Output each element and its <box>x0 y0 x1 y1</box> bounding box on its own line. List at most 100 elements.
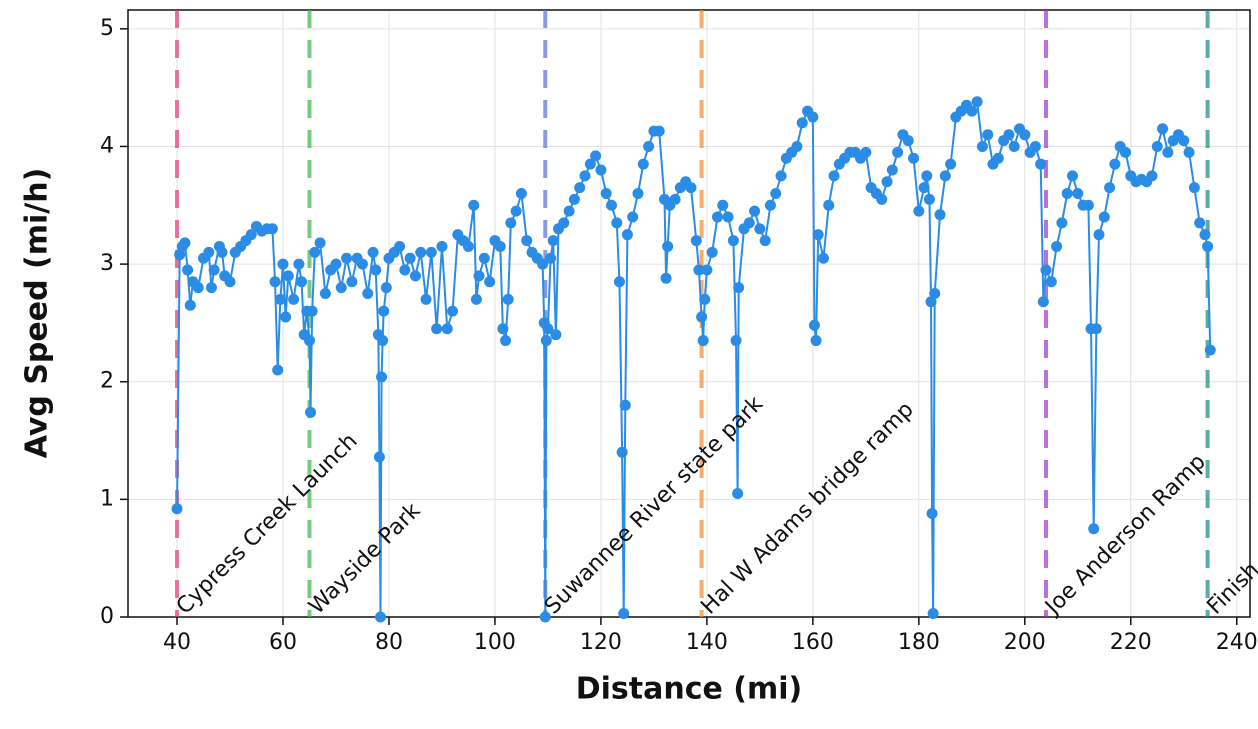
data-point <box>192 282 204 294</box>
data-point <box>303 335 315 347</box>
data-point <box>992 152 1004 164</box>
data-point <box>293 258 305 270</box>
data-point <box>669 193 681 205</box>
data-point <box>1088 523 1100 535</box>
data-point <box>808 319 820 331</box>
data-point <box>966 105 978 117</box>
data-point <box>224 276 236 288</box>
data-point <box>272 364 284 376</box>
data-point <box>637 158 649 170</box>
data-point <box>823 199 835 211</box>
data-point <box>441 323 453 335</box>
x-tick-label: 160 <box>792 630 834 655</box>
data-point <box>1204 344 1216 356</box>
data-point <box>828 170 840 182</box>
data-point <box>696 311 708 323</box>
data-point <box>616 446 628 458</box>
data-point <box>510 205 522 217</box>
data-point <box>282 270 294 282</box>
data-point <box>595 164 607 176</box>
data-point <box>1019 129 1031 141</box>
data-point <box>280 311 292 323</box>
data-point <box>1104 182 1116 194</box>
data-point <box>1202 240 1214 252</box>
data-point <box>660 272 672 284</box>
data-point <box>542 323 554 335</box>
x-tick-label: 220 <box>1110 630 1152 655</box>
data-point <box>420 293 432 305</box>
y-axis-title: Avg Speed (mi/h) <box>20 168 55 459</box>
data-point <box>1178 135 1190 147</box>
data-point <box>537 258 549 270</box>
data-point <box>436 240 448 252</box>
data-point <box>319 288 331 300</box>
data-point <box>1072 188 1084 200</box>
data-point <box>697 335 709 347</box>
data-point <box>563 205 575 217</box>
data-point <box>1051 240 1063 252</box>
data-point <box>502 293 514 305</box>
data-point <box>1037 296 1049 308</box>
data-point <box>743 217 755 229</box>
x-tick-label: 60 <box>269 630 297 655</box>
data-point <box>370 264 382 276</box>
data-point <box>711 211 723 223</box>
data-point <box>184 299 196 311</box>
data-point <box>497 323 509 335</box>
data-point <box>306 305 318 317</box>
data-point <box>918 182 930 194</box>
data-point <box>722 211 734 223</box>
data-point <box>796 117 808 129</box>
data-point <box>1082 199 1094 211</box>
data-point <box>908 152 920 164</box>
data-point <box>550 329 562 341</box>
data-point <box>245 229 257 241</box>
data-point <box>545 252 557 264</box>
data-point <box>1008 140 1020 152</box>
data-point <box>764 199 776 211</box>
data-point <box>934 209 946 221</box>
data-point <box>574 182 586 194</box>
x-tick-label: 140 <box>686 630 728 655</box>
data-point <box>540 335 552 347</box>
data-point <box>732 487 744 499</box>
marker-label: Joe Anderson Ramp <box>1039 449 1211 621</box>
data-point <box>558 217 570 229</box>
data-point <box>462 240 474 252</box>
data-point <box>208 264 220 276</box>
x-tick-label: 200 <box>1004 630 1046 655</box>
y-tick-label: 4 <box>100 133 114 158</box>
data-point <box>539 611 551 623</box>
data-point <box>205 282 217 294</box>
data-point <box>810 335 822 347</box>
data-point <box>277 258 289 270</box>
data-point <box>447 305 459 317</box>
data-point <box>699 293 711 305</box>
data-point <box>584 158 596 170</box>
data-point <box>376 371 388 383</box>
x-tick-label: 80 <box>375 630 403 655</box>
data-point <box>367 246 379 258</box>
data-point <box>373 451 385 463</box>
data-point <box>330 258 342 270</box>
data-point <box>925 296 937 308</box>
data-point <box>394 240 406 252</box>
data-point <box>653 125 665 137</box>
data-point <box>927 607 939 619</box>
data-point <box>314 237 326 249</box>
y-tick-label: 5 <box>100 16 114 41</box>
y-tick-label: 1 <box>100 486 114 511</box>
data-point <box>305 406 317 418</box>
data-point <box>685 182 697 194</box>
data-point <box>923 193 935 205</box>
data-point <box>643 140 655 152</box>
data-point <box>1029 140 1041 152</box>
data-point <box>468 199 480 211</box>
data-point <box>431 323 443 335</box>
data-point <box>1183 146 1195 158</box>
x-axis-title: Distance (mi) <box>576 672 803 707</box>
data-point <box>1098 211 1110 223</box>
data-point <box>611 217 623 229</box>
data-point <box>568 193 580 205</box>
